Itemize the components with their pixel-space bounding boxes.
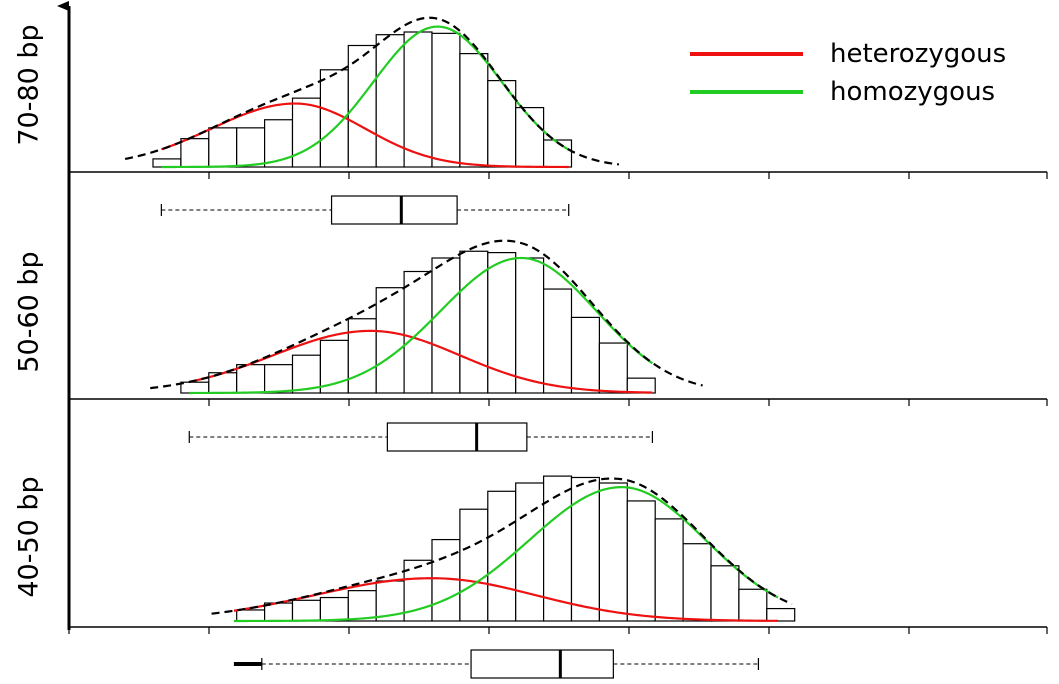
histogram-bar bbox=[431, 257, 461, 394]
histogram-bar bbox=[319, 596, 349, 622]
histogram-bar bbox=[515, 257, 545, 394]
histogram-bar bbox=[570, 316, 600, 394]
histogram-bar bbox=[347, 44, 377, 168]
histogram-bar bbox=[682, 543, 712, 622]
panel-labels: 70-80 bp 50-60 bp 40-50 bp bbox=[14, 24, 45, 597]
heterozygous-curve bbox=[233, 577, 778, 622]
panel-40-50bp bbox=[68, 475, 1048, 679]
histogram-bar bbox=[766, 607, 796, 622]
homozygous-curve bbox=[233, 486, 779, 623]
histogram-bar bbox=[403, 31, 433, 168]
histogram-bar bbox=[570, 476, 600, 622]
panel-70-80bp bbox=[68, 16, 1048, 225]
histogram-bar bbox=[375, 287, 405, 394]
boxplot-box bbox=[470, 649, 614, 679]
boxplot-box bbox=[386, 422, 528, 452]
histogram-bar bbox=[598, 482, 628, 622]
mixture-density-curve bbox=[211, 477, 793, 615]
boxplot bbox=[233, 649, 760, 679]
histogram-bar bbox=[347, 590, 377, 622]
histogram-bar bbox=[264, 119, 294, 168]
panel-label: 70-80 bp bbox=[14, 24, 45, 145]
plot-area bbox=[57, 1, 1048, 679]
histogram-bar bbox=[710, 565, 740, 622]
histogram-bar bbox=[236, 609, 266, 622]
histogram-bar bbox=[542, 139, 573, 168]
histogram-bar bbox=[626, 500, 656, 622]
histogram-bar bbox=[236, 127, 266, 168]
boxplot bbox=[160, 195, 570, 225]
histogram-bar bbox=[738, 588, 768, 622]
histogram-bar bbox=[291, 97, 321, 168]
legend-label-homozygous: homozygous bbox=[830, 77, 995, 107]
histogram-bar bbox=[208, 127, 238, 168]
legend: heterozygous homozygous bbox=[690, 39, 1006, 107]
histogram-bar bbox=[264, 364, 294, 394]
histogram-bar bbox=[459, 52, 489, 168]
histogram-bar bbox=[236, 364, 266, 394]
histogram-bar bbox=[626, 377, 656, 394]
boxplot-box bbox=[330, 195, 458, 225]
histogram-bar bbox=[180, 381, 210, 394]
panel-50-60bp bbox=[68, 239, 1048, 452]
histogram-bar bbox=[291, 599, 321, 622]
histogram-bar bbox=[542, 288, 573, 394]
histogram-bar bbox=[598, 342, 628, 394]
histogram-bar bbox=[459, 508, 489, 622]
histogram-bar bbox=[654, 518, 684, 622]
histogram-bar bbox=[515, 482, 545, 622]
legend-label-heterozygous: heterozygous bbox=[830, 39, 1006, 69]
panel-label: 50-60 bp bbox=[14, 251, 45, 372]
panel-label: 40-50 bp bbox=[14, 476, 45, 597]
histogram-bar bbox=[180, 138, 210, 168]
histogram-bar bbox=[459, 250, 489, 394]
homozygous-curve bbox=[189, 256, 654, 395]
histogram-bar bbox=[431, 32, 461, 168]
boxplot bbox=[188, 422, 654, 452]
mixture-density-curve bbox=[150, 239, 703, 390]
histogram-bar bbox=[152, 158, 182, 168]
